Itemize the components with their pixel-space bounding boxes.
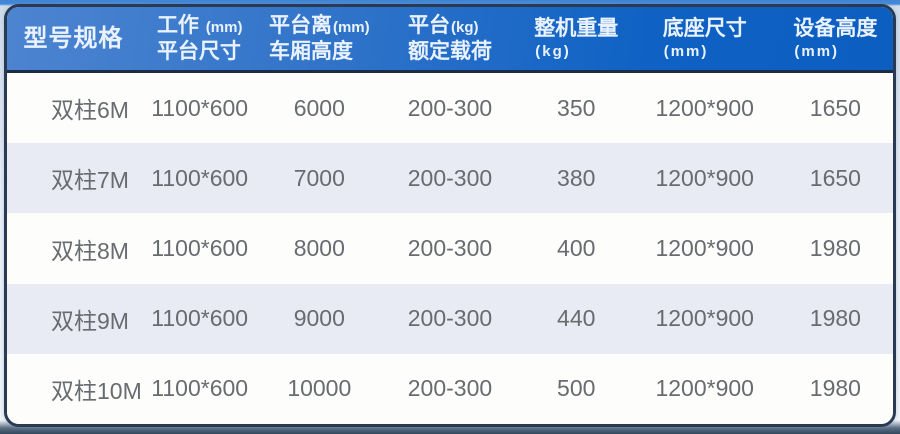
cell-carriage-height: 7000: [293, 164, 345, 191]
header-label: 平台尺寸: [156, 39, 241, 63]
header-unit: (mm): [205, 18, 243, 36]
header-label: 工作: [156, 13, 205, 37]
cell-weight: 440: [557, 305, 596, 332]
cell-weight: 500: [557, 375, 596, 402]
header-cell-machine-weight: 整机重量 (kg): [521, 7, 632, 70]
table-header-row: 型号规格 工作 (mm) 平台尺寸 平台离(mm) 车厢高度 平台(kg) 额定…: [7, 7, 893, 73]
header-label: 整机重量: [534, 16, 619, 40]
header-label: 额定载荷: [407, 39, 492, 63]
table-row-7m: 双柱7M 1100*600 7000 200-300 380 1200*900 …: [7, 143, 893, 214]
cell-model: 双柱6M: [51, 97, 129, 124]
cell-equipment-height: 1980: [809, 305, 861, 332]
cell-model: 双柱8M: [51, 237, 129, 264]
header-cell-platform-to-carriage-height: 平台离(mm) 车厢高度: [260, 7, 380, 70]
table-row-9m: 双柱9M 1100*600 9000 200-300 440 1200*900 …: [7, 283, 893, 354]
cell-model: 双柱7M: [51, 167, 129, 194]
cell-equipment-height: 1650: [809, 164, 861, 191]
cell-platform-size: 1100*600: [151, 375, 249, 402]
cell-base-size: 1200*900: [655, 305, 754, 332]
cell-model: 双柱10M: [51, 377, 142, 404]
header-cell-rated-load: 平台(kg) 额定载荷: [379, 7, 521, 70]
cell-platform-size: 1100*600: [151, 305, 249, 332]
table-row-10m: 双柱10M 1100*600 10000 200-300 500 1200*90…: [7, 353, 893, 424]
cell-base-size: 1200*900: [655, 375, 754, 402]
cell-carriage-height: 8000: [293, 235, 345, 261]
cell-equipment-height: 1650: [809, 94, 861, 121]
header-label: 底座尺寸: [662, 16, 747, 40]
cell-carriage-height: 6000: [293, 94, 345, 121]
header-cell-equipment-height: 设备高度 (mm): [778, 7, 893, 70]
table-row-6m: 双柱6M 1100*600 6000 200-300 350 1200*900 …: [7, 73, 893, 144]
header-cell-model: 型号规格: [7, 7, 140, 70]
cell-platform-size: 1100*600: [151, 164, 249, 191]
cell-weight: 380: [557, 164, 596, 191]
header-unit: (kg): [450, 18, 479, 36]
header-unit: (mm): [794, 42, 840, 60]
header-label: 车厢高度: [268, 39, 353, 63]
cell-rated-load: 200-300: [407, 164, 493, 191]
cell-equipment-height: 1980: [809, 235, 861, 261]
header-cell-work-platform-size: 工作 (mm) 平台尺寸: [140, 7, 260, 70]
cell-carriage-height: 10000: [287, 375, 352, 402]
spec-table-card: 型号规格 工作 (mm) 平台尺寸 平台离(mm) 车厢高度 平台(kg) 额定…: [4, 4, 896, 427]
cell-equipment-height: 1980: [809, 375, 861, 402]
cell-weight: 400: [557, 235, 596, 261]
header-unit: (mm): [663, 42, 709, 60]
table-body: 双柱6M 1100*600 6000 200-300 350 1200*900 …: [7, 73, 893, 424]
cell-platform-size: 1100*600: [151, 235, 249, 261]
table-row-8m: 双柱8M 1100*600 8000 200-300 400 1200*900 …: [7, 213, 893, 284]
header-label-model: 型号规格: [23, 24, 124, 52]
header-unit: (kg): [535, 42, 571, 60]
header-label: 平台离: [268, 13, 332, 37]
cell-base-size: 1200*900: [655, 94, 754, 121]
cell-platform-size: 1100*600: [151, 94, 249, 121]
cell-rated-load: 200-300: [407, 305, 493, 332]
cell-base-size: 1200*900: [655, 235, 754, 261]
cell-model: 双柱9M: [51, 307, 129, 334]
header-label: 设备高度: [793, 16, 878, 40]
header-unit: (mm): [332, 18, 370, 36]
cell-rated-load: 200-300: [407, 375, 493, 402]
cell-rated-load: 200-300: [407, 235, 493, 261]
cell-weight: 350: [557, 94, 596, 121]
header-cell-base-size: 底座尺寸 (mm): [632, 7, 778, 70]
cell-base-size: 1200*900: [655, 164, 754, 191]
header-label: 平台: [407, 13, 450, 37]
cell-carriage-height: 9000: [293, 305, 345, 332]
cell-rated-load: 200-300: [407, 94, 493, 121]
